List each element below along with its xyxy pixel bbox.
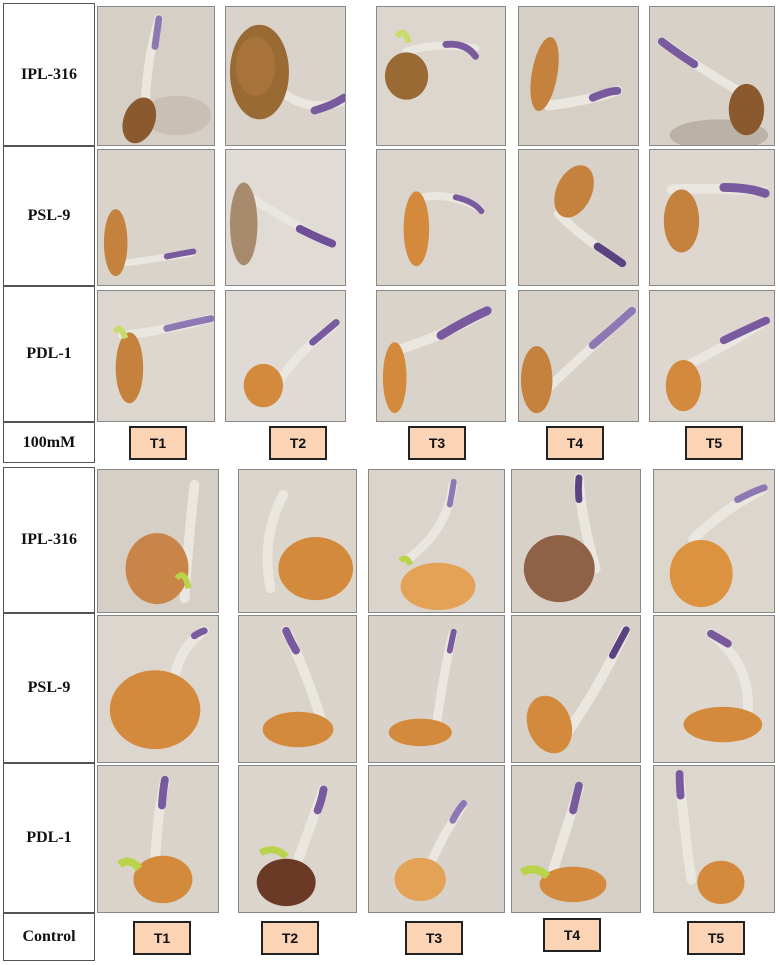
seedling-photo: [518, 6, 639, 146]
seedling-photo: [518, 149, 639, 286]
seedling-photo: [97, 149, 215, 286]
panel-100mm: IPL-316 PSL-9 PDL-1 100mM: [3, 3, 775, 463]
treatment-label-t4: T4: [543, 918, 601, 952]
seedling-photo: [97, 615, 219, 763]
seedling-photo: [238, 615, 357, 763]
seedling-photo: [368, 615, 505, 763]
seedling-photo: [653, 469, 775, 613]
seedling-photo: [376, 149, 506, 286]
row-label-pdl-1-100mm: PDL-1: [3, 286, 95, 422]
treatment-label-t4: T4: [546, 426, 604, 460]
treatment-label-t2: T2: [269, 426, 327, 460]
seedling-photo: [518, 290, 639, 422]
seedling-photo: [376, 6, 506, 146]
treatment-label-t3: T3: [405, 921, 463, 955]
seedling-photo: [649, 290, 775, 422]
treatment-label-t1: T1: [133, 921, 191, 955]
row-label-ipl-316-control: IPL-316: [3, 467, 95, 613]
footer-label-control: Control: [3, 913, 95, 961]
seedling-photo: [238, 765, 357, 913]
row-label-psl-9-control: PSL-9: [3, 613, 95, 763]
seedling-photo: [97, 6, 215, 146]
seedling-photo: [511, 469, 641, 613]
treatment-label-t3: T3: [408, 426, 466, 460]
seedling-photo: [97, 290, 215, 422]
row-label-psl-9-100mm: PSL-9: [3, 146, 95, 286]
seedling-photo: [649, 6, 775, 146]
treatment-label-t2: T2: [261, 921, 319, 955]
seedling-photo: [368, 469, 505, 613]
panel-control: IPL-316 PSL-9 PDL-1 Control: [3, 467, 775, 961]
row-label-ipl-316-100mm: IPL-316: [3, 3, 95, 146]
seedling-photo: [97, 765, 219, 913]
seedling-photo: [511, 615, 641, 763]
seedling-photo: [97, 469, 219, 613]
treatment-label-t1: T1: [129, 426, 187, 460]
seedling-photo: [225, 290, 346, 422]
treatment-label-t5: T5: [685, 426, 743, 460]
seedling-photo: [649, 149, 775, 286]
seedling-photo: [653, 765, 775, 913]
seedling-photo: [368, 765, 505, 913]
treatment-label-t5: T5: [687, 921, 745, 955]
seedling-photo: [225, 6, 346, 146]
seedling-photo: [511, 765, 641, 913]
footer-label-100mm: 100mM: [3, 422, 95, 463]
seedling-photo: [225, 149, 346, 286]
row-label-pdl-1-control: PDL-1: [3, 763, 95, 913]
seedling-photo: [376, 290, 506, 422]
seedling-photo: [238, 469, 357, 613]
seedling-photo: [653, 615, 775, 763]
